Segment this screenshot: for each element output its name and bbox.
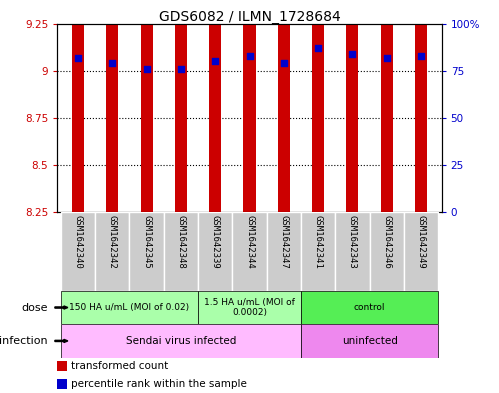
Text: transformed count: transformed count (71, 361, 168, 371)
Point (143, 66, 151, 72)
Bar (57, 379, 67, 389)
Text: Sendai virus infected: Sendai virus infected (126, 336, 236, 346)
Point (280, 60, 288, 66)
Point (314, 45, 322, 51)
Bar (95, 212, 129, 291)
Bar (209, 0, 221, 212)
Text: 1.5 HA u/mL (MOI of
0.0002): 1.5 HA u/mL (MOI of 0.0002) (204, 298, 295, 317)
Bar (164, 212, 198, 291)
Bar (57, 361, 67, 371)
Text: GSM1642347: GSM1642347 (279, 215, 288, 268)
Text: dose: dose (21, 303, 47, 312)
Bar (72, 0, 84, 212)
Point (177, 66, 185, 72)
Bar (404, 212, 438, 291)
Text: GSM1642344: GSM1642344 (245, 215, 254, 268)
Text: GSM1642343: GSM1642343 (348, 215, 357, 268)
Point (211, 58, 219, 64)
Bar (106, 0, 118, 212)
Bar (61, 212, 95, 291)
Text: GSM1642342: GSM1642342 (108, 215, 117, 268)
Point (348, 51, 356, 57)
Text: GSM1642349: GSM1642349 (417, 215, 426, 268)
Bar (233, 212, 266, 291)
Text: GSM1642340: GSM1642340 (73, 215, 82, 268)
Point (383, 54, 391, 61)
Bar (346, 0, 358, 212)
Text: GSM1642341: GSM1642341 (313, 215, 323, 268)
Text: GDS6082 / ILMN_1728684: GDS6082 / ILMN_1728684 (159, 10, 340, 24)
Bar (141, 0, 153, 212)
Bar (61, 291, 198, 324)
Bar (301, 291, 438, 324)
Bar (301, 212, 335, 291)
Text: 150 HA u/mL (MOI of 0.02): 150 HA u/mL (MOI of 0.02) (69, 303, 190, 312)
Text: control: control (354, 303, 385, 312)
Text: percentile rank within the sample: percentile rank within the sample (71, 379, 247, 389)
Text: uninfected: uninfected (342, 336, 398, 346)
Bar (129, 212, 164, 291)
Bar (312, 0, 324, 212)
Text: GSM1642345: GSM1642345 (142, 215, 151, 268)
Point (108, 60, 116, 66)
Bar (175, 0, 187, 212)
Point (417, 53, 425, 59)
Bar (198, 212, 233, 291)
Bar (278, 0, 290, 212)
Bar (266, 212, 301, 291)
Bar (370, 212, 404, 291)
Bar (61, 324, 301, 358)
Bar (244, 0, 255, 212)
Bar (381, 0, 393, 212)
Bar (335, 212, 370, 291)
Point (246, 53, 253, 59)
Bar (415, 0, 427, 212)
Text: infection: infection (0, 336, 47, 346)
Text: GSM1642339: GSM1642339 (211, 215, 220, 268)
Bar (301, 324, 438, 358)
Text: GSM1642346: GSM1642346 (382, 215, 391, 268)
Text: GSM1642348: GSM1642348 (176, 215, 186, 268)
Point (74, 54, 82, 61)
Bar (198, 291, 301, 324)
